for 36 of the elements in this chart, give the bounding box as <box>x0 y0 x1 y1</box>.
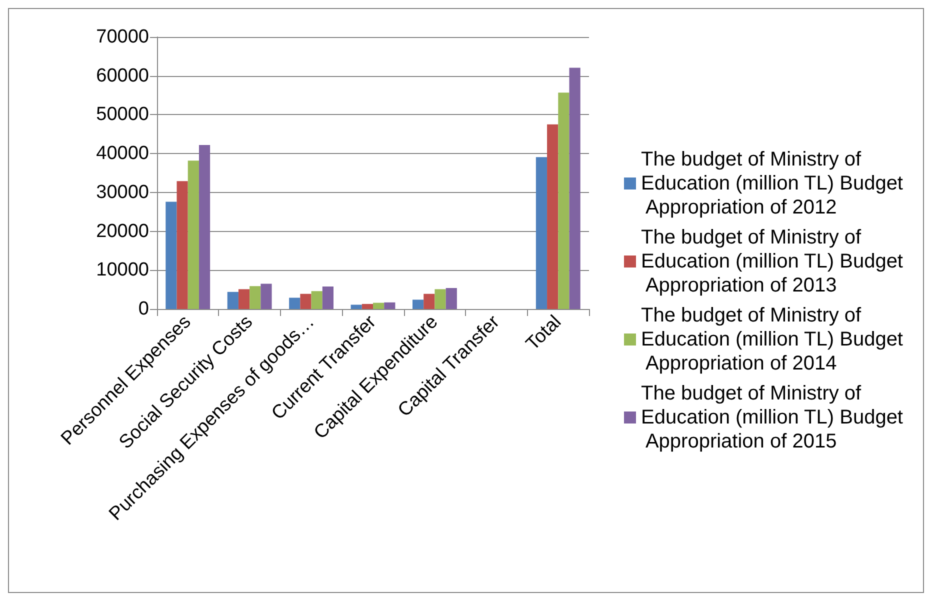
legend-label: The budget of Ministry of Education (million TL) Budget Appropriation of 2015 <box>641 382 909 452</box>
legend-label: The budget of Ministry of Education (million TL) Budget Appropriation of 2012 <box>641 148 909 218</box>
legend-label: The budget of Ministry of Education (million TL) Budget Appropriation of 2013 <box>641 226 909 296</box>
bar <box>434 289 446 309</box>
y-tick-label: 40000 <box>96 143 149 164</box>
bar <box>558 92 570 309</box>
bar <box>166 202 177 309</box>
y-tick-label: 50000 <box>96 104 149 126</box>
bar <box>384 302 396 309</box>
bar <box>311 291 322 309</box>
y-tick-label: 0 <box>138 298 149 320</box>
bar <box>322 286 334 309</box>
bar <box>373 302 384 309</box>
bar <box>260 284 272 309</box>
y-tick-label: 30000 <box>96 182 149 203</box>
bar <box>289 298 300 309</box>
bar <box>250 286 261 309</box>
bar <box>300 294 312 309</box>
bar <box>227 292 238 309</box>
y-tick-label: 60000 <box>96 65 149 86</box>
bar <box>198 145 210 309</box>
bar <box>412 300 424 309</box>
bar <box>446 288 457 309</box>
bar <box>424 294 435 309</box>
bar <box>176 181 188 309</box>
y-tick-label: 20000 <box>96 220 149 242</box>
bar <box>350 304 362 309</box>
bar <box>547 124 558 309</box>
bar <box>569 68 580 309</box>
bar <box>536 157 548 309</box>
y-tick-label: 10000 <box>96 260 149 281</box>
legend-label: The budget of Ministry of Education (million TL) Budget Appropriation of 2014 <box>641 304 909 374</box>
bar <box>188 160 199 309</box>
bar <box>362 304 373 309</box>
bar <box>238 289 250 309</box>
y-tick-label: 70000 <box>96 26 149 48</box>
